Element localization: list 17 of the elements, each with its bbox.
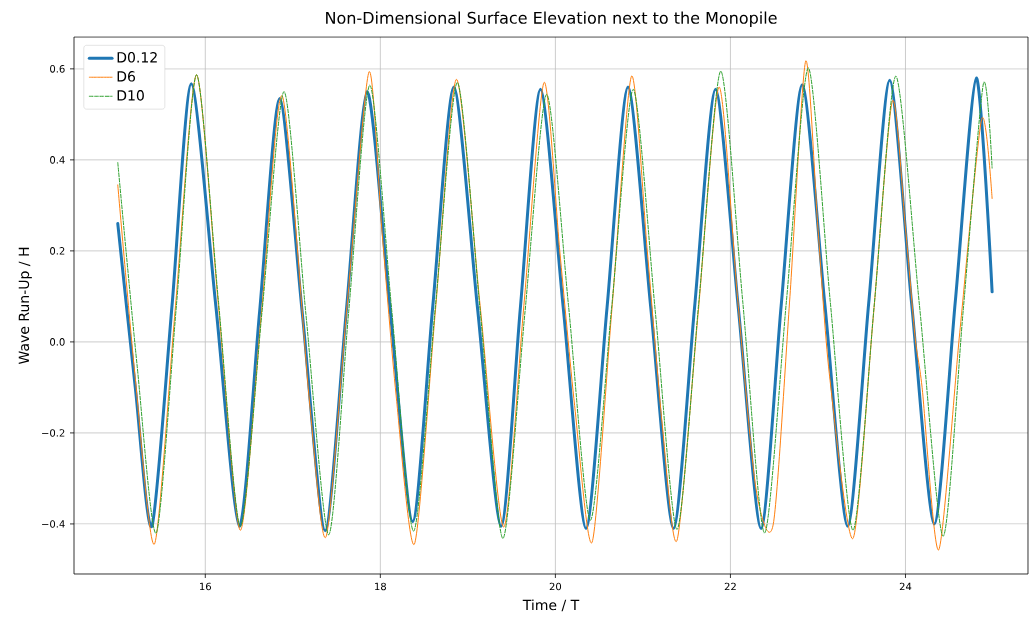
y-axis-title: Wave Run-Up / H xyxy=(18,247,32,365)
y-tick-label: −0.4 xyxy=(42,520,65,528)
y-tick-label: 0.0 xyxy=(50,338,65,346)
x-axis-title: Time / T xyxy=(522,599,580,612)
x-tick-label: 22 xyxy=(724,582,736,591)
y-tick-label: 0.6 xyxy=(50,65,65,73)
x-tick-label: 18 xyxy=(375,582,386,591)
y-tick-label: 0.4 xyxy=(50,156,65,164)
x-tick-label: 20 xyxy=(549,582,562,591)
x-tick-label: 16 xyxy=(200,582,212,591)
y-tick-label: 0.2 xyxy=(50,247,65,255)
legend-label: D6 xyxy=(117,71,136,82)
y-tick-label: −0.2 xyxy=(42,429,65,437)
x-tick-label: 24 xyxy=(899,582,912,591)
legend-label: D10 xyxy=(117,90,144,101)
legend-label: D0.12 xyxy=(117,51,157,63)
chart-title: Non-Dimensional Surface Elevation next to the Monopile xyxy=(326,11,777,27)
